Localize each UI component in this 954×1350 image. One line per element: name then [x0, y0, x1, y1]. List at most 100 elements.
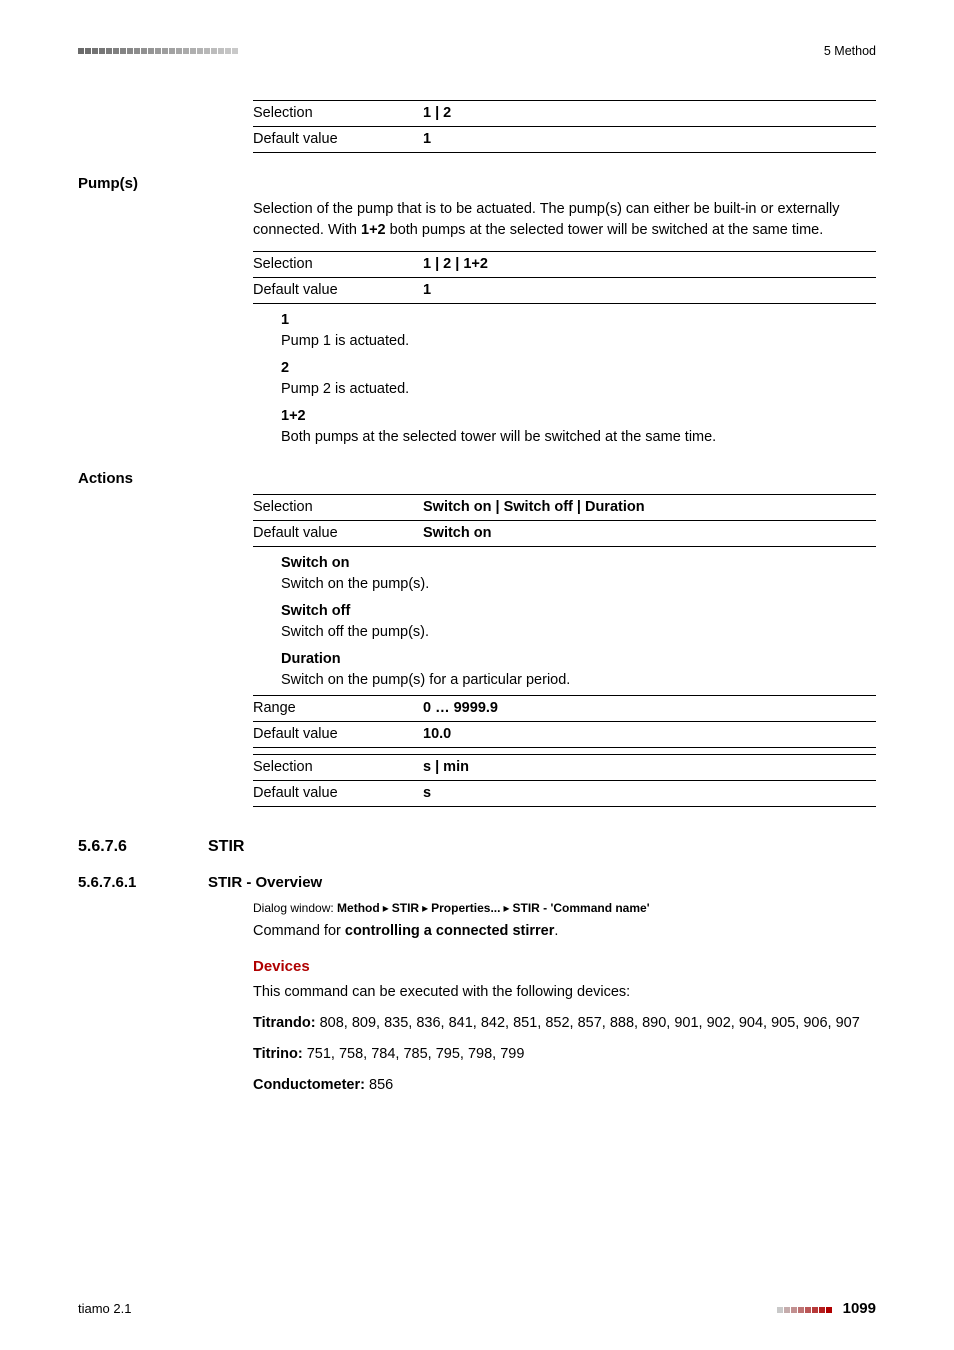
- devices-line: Conductometer: 856: [253, 1075, 876, 1096]
- table-row: Default value 10.0: [253, 721, 876, 747]
- devices-heading: Devices: [253, 956, 876, 978]
- dot-icon: [798, 1307, 804, 1313]
- actions-kv-table-3: Selection s | min Default value s: [253, 754, 876, 807]
- path-part: STIR - 'Command name': [513, 901, 650, 915]
- def-term: Duration: [281, 649, 876, 670]
- kv-val: 1: [423, 277, 876, 303]
- dot-icon: [99, 48, 105, 54]
- def-desc: Switch on the pump(s) for a particular p…: [281, 670, 876, 691]
- kv-key: Selection: [253, 251, 423, 277]
- dot-icon: [183, 48, 189, 54]
- dot-icon: [784, 1307, 790, 1313]
- device-text: 751, 758, 784, 785, 795, 798, 799: [303, 1046, 525, 1062]
- dot-icon: [190, 48, 196, 54]
- dot-icon: [155, 48, 161, 54]
- stir-overview-block: Dialog window: Method▸STIR▸Properties...…: [253, 900, 876, 1096]
- kv-key: Default value: [253, 780, 423, 806]
- dot-icon: [120, 48, 126, 54]
- table-row: Default value s: [253, 780, 876, 806]
- pumps-label: Pump(s): [78, 173, 876, 195]
- heading-number: 5.6.7.6: [78, 835, 208, 858]
- bold-inline: 1+2: [361, 222, 386, 238]
- kv-val: s | min: [423, 754, 876, 780]
- dot-icon: [141, 48, 147, 54]
- kv-val: 10.0: [423, 721, 876, 747]
- table-row: Default value Switch on: [253, 520, 876, 546]
- path-part: Properties...: [431, 901, 500, 915]
- dot-icon: [106, 48, 112, 54]
- dot-icon: [204, 48, 210, 54]
- path-sep-icon: ▸: [503, 901, 509, 915]
- dot-icon: [148, 48, 154, 54]
- device-label: Titrando:: [253, 1015, 316, 1031]
- devices-line: Titrando: 808, 809, 835, 836, 841, 842, …: [253, 1013, 876, 1034]
- kv-val: 0 … 9999.9: [423, 695, 876, 721]
- path-prefix: Dialog window:: [253, 901, 337, 915]
- first-table-block: Selection 1 | 2 Default value 1: [253, 100, 876, 153]
- def-desc: Pump 2 is actuated.: [281, 379, 876, 400]
- def-desc: Pump 1 is actuated.: [281, 331, 876, 352]
- table-row: Selection 1 | 2 | 1+2: [253, 251, 876, 277]
- def-term: 1: [281, 310, 876, 331]
- kv-key: Default value: [253, 277, 423, 303]
- table-row: Default value 1: [253, 277, 876, 303]
- device-label: Titrino:: [253, 1046, 303, 1062]
- device-text: 856: [365, 1077, 393, 1093]
- path-part: Method: [337, 901, 380, 915]
- path-part: STIR: [392, 901, 419, 915]
- kv-val: Switch on | Switch off | Duration: [423, 494, 876, 520]
- footer-dots: [777, 1307, 833, 1313]
- dot-icon: [232, 48, 238, 54]
- dot-icon: [113, 48, 119, 54]
- subheading-title: STIR - Overview: [208, 872, 322, 894]
- kv-val: 1 | 2: [423, 101, 876, 127]
- pumps-desc: Selection of the pump that is to be actu…: [253, 199, 876, 241]
- footer-left: tiamo 2.1: [78, 1300, 131, 1319]
- dot-icon: [78, 48, 84, 54]
- header-dots: [78, 48, 239, 54]
- kv-val: Switch on: [423, 520, 876, 546]
- table-row: Selection 1 | 2: [253, 101, 876, 127]
- kv-val: s: [423, 780, 876, 806]
- top-bar: 5 Method: [78, 42, 876, 60]
- def-term: Switch off: [281, 601, 876, 622]
- dot-icon: [812, 1307, 818, 1313]
- section-label: 5 Method: [824, 42, 876, 60]
- kv-key: Default value: [253, 721, 423, 747]
- first-kv-table: Selection 1 | 2 Default value 1: [253, 100, 876, 153]
- dot-icon: [162, 48, 168, 54]
- kv-key: Default value: [253, 520, 423, 546]
- table-row: Default value 1: [253, 127, 876, 153]
- dot-icon: [826, 1307, 832, 1313]
- path-sep-icon: ▸: [422, 901, 428, 915]
- actions-label: Actions: [78, 468, 876, 490]
- kv-key: Selection: [253, 101, 423, 127]
- actions-block: Selection Switch on | Switch off | Durat…: [253, 494, 876, 807]
- def-desc: Both pumps at the selected tower will be…: [281, 427, 876, 448]
- dot-icon: [92, 48, 98, 54]
- dot-icon: [176, 48, 182, 54]
- device-text: 808, 809, 835, 836, 841, 842, 851, 852, …: [316, 1015, 860, 1031]
- page: 5 Method Selection 1 | 2 Default value 1…: [0, 0, 954, 1350]
- table-row: Selection Switch on | Switch off | Durat…: [253, 494, 876, 520]
- kv-key: Default value: [253, 127, 423, 153]
- pumps-defs: 1 Pump 1 is actuated. 2 Pump 2 is actuat…: [281, 310, 876, 448]
- stir-overview-heading: 5.6.7.6.1 STIR - Overview: [78, 872, 876, 894]
- table-row: Selection s | min: [253, 754, 876, 780]
- stir-heading: 5.6.7.6 STIR: [78, 835, 876, 858]
- dot-icon: [134, 48, 140, 54]
- page-number: 1099: [843, 1300, 876, 1317]
- actions-kv-table-1: Selection Switch on | Switch off | Durat…: [253, 494, 876, 547]
- dot-icon: [805, 1307, 811, 1313]
- dot-icon: [225, 48, 231, 54]
- dot-icon: [791, 1307, 797, 1313]
- devices-intro: This command can be executed with the fo…: [253, 982, 876, 1003]
- dot-icon: [127, 48, 133, 54]
- dot-icon: [169, 48, 175, 54]
- actions-defs: Switch on Switch on the pump(s). Switch …: [281, 553, 876, 691]
- cmd-suffix: .: [554, 923, 558, 939]
- dot-icon: [85, 48, 91, 54]
- def-term: 1+2: [281, 406, 876, 427]
- devices-line: Titrino: 751, 758, 784, 785, 795, 798, 7…: [253, 1044, 876, 1065]
- actions-kv-table-2: Range 0 … 9999.9 Default value 10.0: [253, 695, 876, 748]
